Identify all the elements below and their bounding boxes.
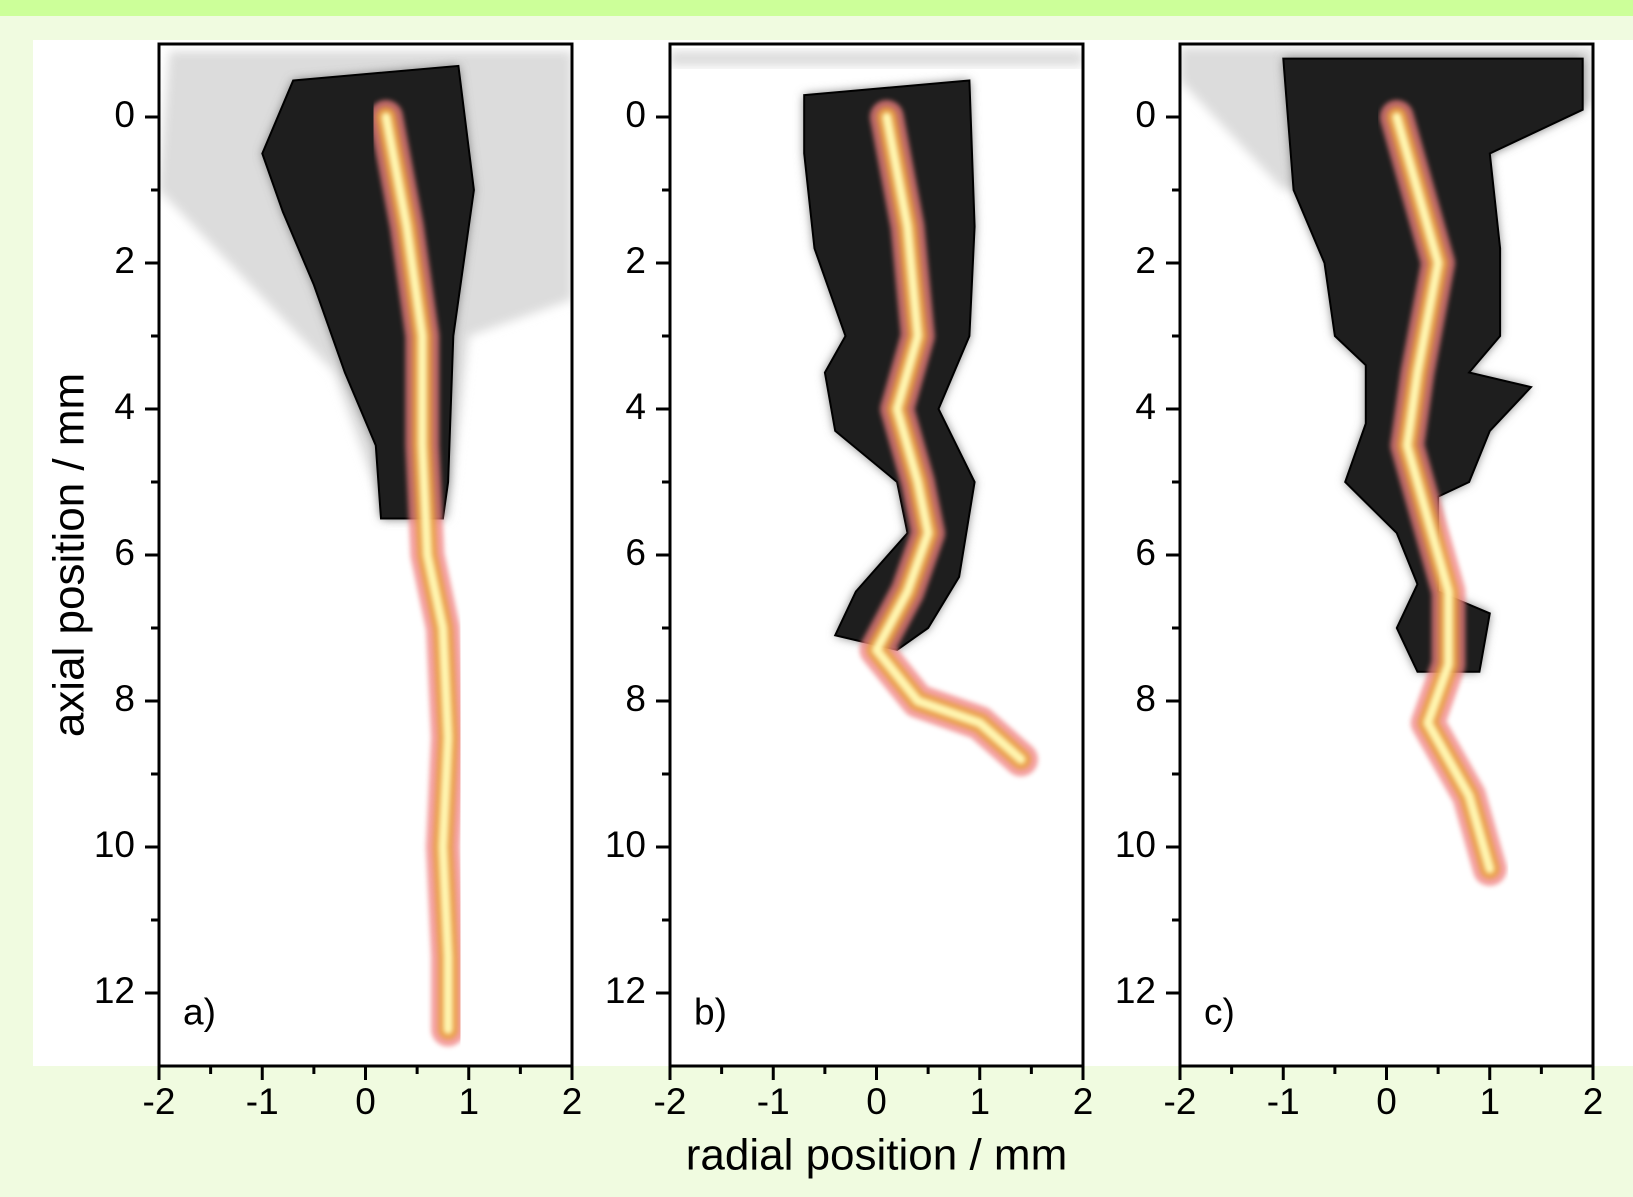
y-tick-label: 8 [114, 678, 135, 719]
spray-core [872, 112, 1026, 764]
spray-core [1392, 112, 1495, 874]
y-tick-label: 6 [1135, 532, 1156, 573]
panel-label: a) [183, 992, 216, 1033]
y-tick-label: 4 [114, 386, 135, 427]
panel-label: c) [1204, 992, 1235, 1033]
y-tick-label: 4 [625, 386, 646, 427]
y-tick-label: 10 [605, 824, 646, 865]
y-tick-label: 2 [625, 240, 646, 281]
y-tick-label: 8 [625, 678, 646, 719]
y-tick-label: 4 [1135, 386, 1156, 427]
y-tick-label: 12 [1115, 970, 1156, 1011]
spray-core [381, 112, 453, 1034]
spray-image [670, 51, 1083, 777]
x-tick-label: -2 [1164, 1081, 1197, 1122]
x-tick-label: 2 [562, 1081, 583, 1122]
y-tick-label: 10 [94, 824, 135, 865]
x-tick-label: 2 [1583, 1081, 1604, 1122]
y-tick-label: 12 [94, 970, 135, 1011]
x-tick-label: 0 [1376, 1081, 1397, 1122]
x-tick-label: -1 [757, 1081, 790, 1122]
y-tick-label: 8 [1135, 678, 1156, 719]
y-tick-label: 2 [1135, 240, 1156, 281]
y-tick-label: 6 [625, 532, 646, 573]
x-tick-label: 0 [355, 1081, 376, 1122]
header-banner [0, 0, 1633, 16]
x-tick-label: -2 [143, 1081, 176, 1122]
y-tick-label: 0 [625, 94, 646, 135]
y-tick-label: 6 [114, 532, 135, 573]
x-tick-label: -1 [246, 1081, 279, 1122]
spray-image [1180, 47, 1593, 886]
x-tick-label: -2 [654, 1081, 687, 1122]
x-tick-label: 1 [969, 1081, 990, 1122]
x-tick-label: 2 [1073, 1081, 1094, 1122]
y-tick-label: 10 [1115, 824, 1156, 865]
y-tick-label: 0 [1135, 94, 1156, 135]
y-tick-label: 2 [114, 240, 135, 281]
x-axis-title: radial position / mm [686, 1131, 1067, 1180]
spray-halo [670, 51, 1083, 66]
x-tick-label: -1 [1267, 1081, 1300, 1122]
y-tick-label: 0 [114, 94, 135, 135]
y-axis-title: axial position / mm [45, 373, 94, 737]
panel-label: b) [694, 992, 727, 1033]
x-tick-label: 1 [1479, 1081, 1500, 1122]
x-tick-label: 1 [458, 1081, 479, 1122]
x-tick-label: 0 [866, 1081, 887, 1122]
spray-image [159, 51, 572, 1047]
y-tick-label: 12 [605, 970, 646, 1011]
